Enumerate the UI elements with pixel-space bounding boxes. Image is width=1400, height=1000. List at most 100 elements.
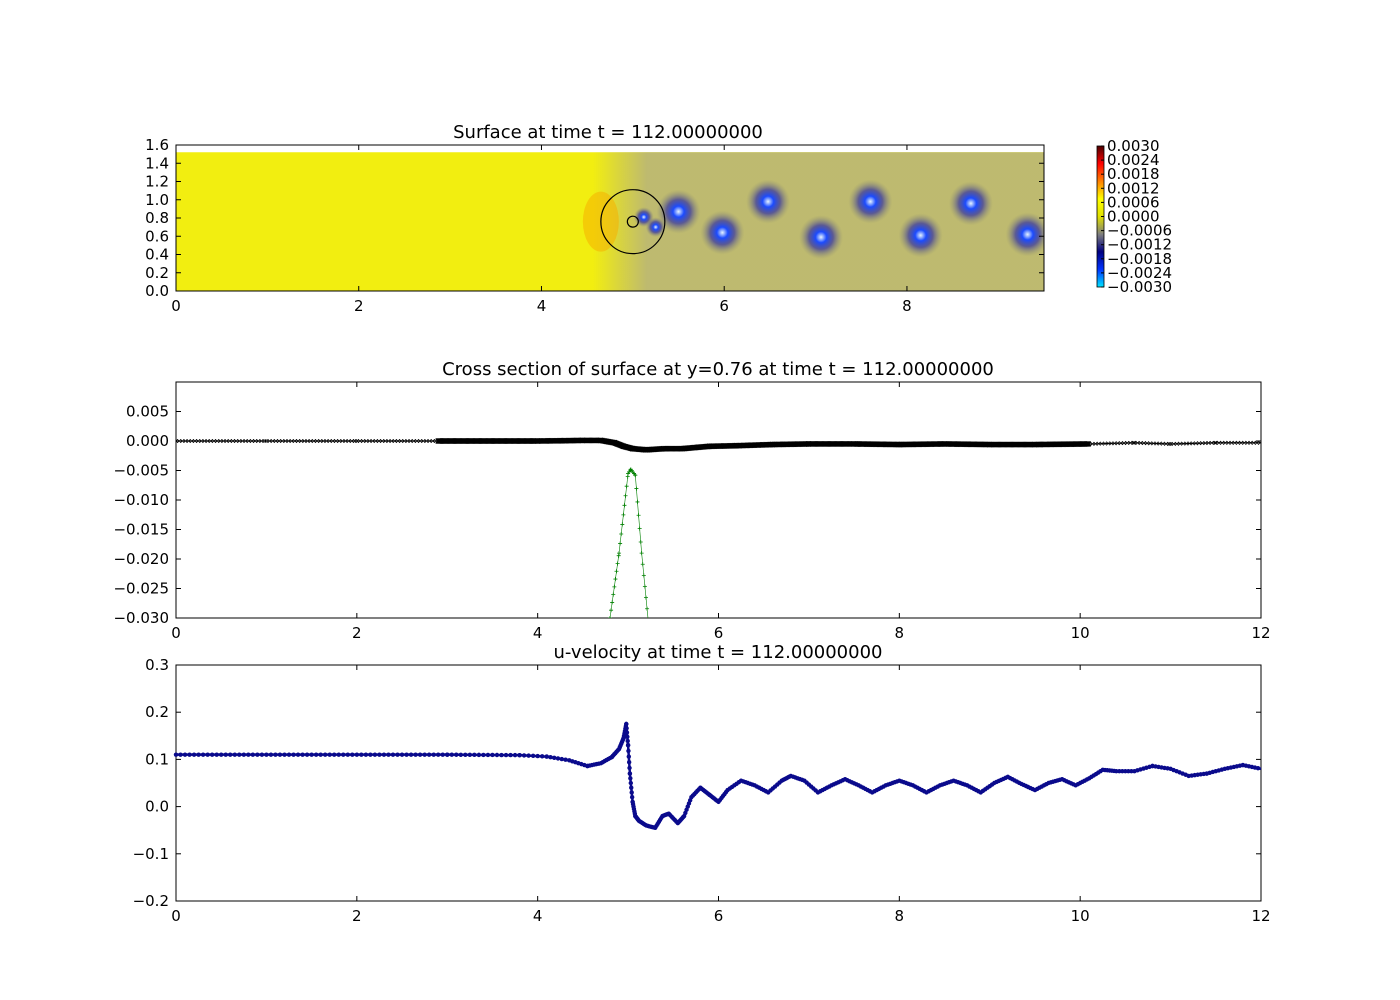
x-marker — [1138, 440, 1143, 446]
cross-section-x-ticks: 0 2 4 6 8 10 12 — [171, 382, 1271, 642]
surface-vortex — [700, 210, 745, 255]
x-marker — [292, 438, 297, 444]
cross-section-panel: Cross section of surface at y=0.76 at ti… — [113, 359, 1270, 642]
colorbar-label: 0.0030 — [1107, 137, 1160, 155]
x-tick-label: 8 — [902, 297, 912, 315]
x-marker — [1090, 441, 1095, 446]
plus-marker — [610, 600, 615, 605]
x-marker — [249, 438, 254, 444]
u-velocity-point — [629, 794, 635, 800]
surface-heatmap-panel: Surface at time t = 112.00000000 0 2 4 6 8 0… — [145, 122, 1172, 315]
x-marker — [1154, 441, 1159, 446]
x-marker — [1223, 440, 1228, 445]
plus-marker — [622, 503, 627, 508]
u-velocity-point — [1114, 769, 1119, 774]
u-velocity-point — [1126, 769, 1131, 774]
surface-vortex — [799, 215, 844, 260]
x-marker — [343, 438, 348, 444]
x-marker — [1190, 441, 1195, 446]
x-marker — [1087, 441, 1092, 446]
x-marker — [349, 438, 354, 444]
x-marker — [1109, 441, 1114, 446]
u-velocity-point — [521, 753, 527, 758]
x-marker — [1125, 440, 1130, 446]
x-marker — [1132, 440, 1137, 445]
colorbar-label: −0.0024 — [1107, 264, 1172, 282]
colorbar-label: −0.0012 — [1107, 236, 1172, 254]
x-marker — [186, 438, 191, 444]
x-marker — [246, 438, 251, 444]
x-marker — [1115, 441, 1120, 446]
x-marker — [1148, 441, 1153, 446]
x-tick-label: 8 — [895, 907, 905, 925]
x-marker — [1184, 441, 1189, 446]
u-velocity-point — [295, 752, 301, 757]
u-velocity-point — [624, 726, 629, 731]
u-velocity-point — [264, 752, 269, 757]
u-velocity-point — [431, 752, 436, 757]
u-velocity-point — [304, 752, 310, 757]
x-marker — [1181, 441, 1186, 446]
surface-y-ticks: 0.00.20.40.60.81.01.21.41.6 — [145, 136, 1044, 300]
x-marker — [267, 438, 272, 444]
u-velocity-point — [250, 752, 256, 757]
colorbar-label: −0.0030 — [1107, 278, 1172, 296]
plus-marker — [609, 608, 614, 613]
x-tick-label: 0 — [171, 624, 181, 642]
u-velocity-point — [173, 752, 179, 757]
y-tick-label: 0.3 — [145, 656, 169, 674]
y-tick-label: 0.1 — [145, 750, 169, 768]
u-velocity-point — [413, 752, 418, 757]
x-marker — [286, 438, 291, 444]
x-marker — [392, 438, 397, 444]
x-marker — [421, 438, 426, 444]
x-marker — [1145, 441, 1150, 446]
u-velocity-point — [1120, 769, 1125, 774]
u-velocity-point — [223, 752, 228, 757]
x-marker — [243, 438, 248, 444]
u-velocity-point — [544, 754, 549, 759]
x-marker — [227, 438, 232, 444]
u-velocity-point — [408, 752, 414, 757]
x-marker — [1135, 440, 1140, 445]
x-marker — [1096, 441, 1101, 446]
u-velocity-point — [436, 752, 441, 757]
u-velocity-point — [490, 752, 495, 758]
u-velocity-point — [377, 752, 382, 757]
u-velocity-point — [629, 790, 634, 795]
surface-vortex — [645, 217, 666, 238]
u-velocity-point — [627, 765, 632, 771]
y-tick-label: 0.8 — [145, 209, 169, 227]
x-marker — [337, 438, 342, 444]
x-marker — [402, 438, 407, 444]
x-marker — [1168, 441, 1173, 446]
plus-marker — [614, 569, 619, 574]
u-velocity-point — [417, 752, 423, 757]
colorbar-label: 0.0006 — [1107, 193, 1160, 211]
plus-marker — [621, 512, 626, 517]
u-velocity-point — [327, 752, 332, 757]
plus-marker — [633, 473, 638, 478]
y-tick-label: 0.2 — [145, 703, 169, 721]
x-marker — [1251, 440, 1256, 445]
u-velocity-point — [628, 780, 633, 786]
x-marker — [330, 438, 335, 444]
y-tick-label: 1.2 — [145, 173, 169, 191]
x-marker — [1112, 441, 1117, 446]
x-marker — [1200, 441, 1205, 446]
x-marker — [346, 438, 351, 444]
u-velocity-point — [535, 753, 540, 759]
x-marker — [283, 438, 288, 444]
x-marker — [1167, 441, 1172, 446]
u-velocity-point — [472, 752, 477, 758]
x-marker — [1151, 441, 1156, 446]
x-marker — [289, 438, 294, 444]
u-velocity-point — [228, 752, 233, 757]
x-marker — [230, 438, 236, 444]
plus-marker — [620, 522, 625, 527]
x-marker — [315, 438, 320, 444]
x-tick-label: 8 — [895, 624, 905, 642]
u-velocity-point — [467, 752, 473, 758]
